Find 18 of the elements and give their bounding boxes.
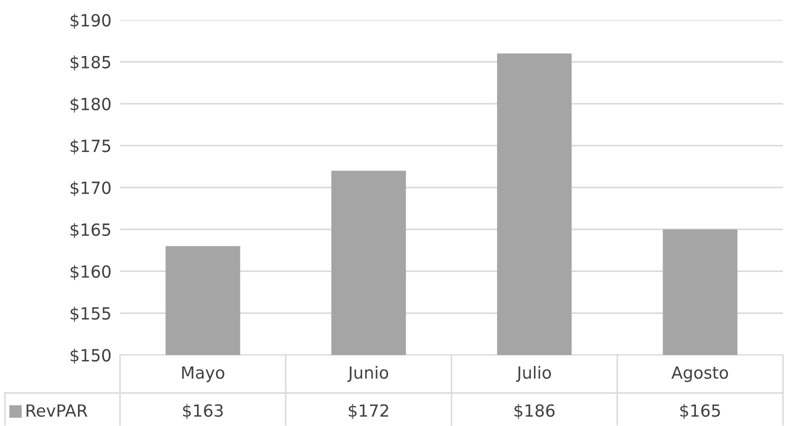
y-tick-label: $175	[70, 139, 110, 154]
x-tick-label: Julio	[516, 366, 551, 382]
data-label: $186	[514, 404, 555, 420]
legend-label: RevPAR	[26, 404, 88, 417]
y-tick-label: $190	[70, 14, 111, 29]
x-tick-label: Agosto	[671, 366, 728, 382]
y-tick-label: $165	[70, 223, 110, 238]
data-label: $165	[680, 404, 720, 420]
x-tick-label: Mayo	[182, 366, 224, 382]
data-label: $172	[348, 404, 388, 420]
y-tick-label: $160	[70, 264, 111, 280]
y-tick-label: $170	[70, 181, 111, 196]
x-tick-label: Junio	[347, 366, 388, 382]
y-tick-label: $150	[70, 348, 111, 364]
data-label: $163	[183, 404, 223, 420]
y-tick-label: $180	[70, 97, 111, 113]
y-tick-label: $185	[70, 56, 110, 71]
y-tick-label: $155	[70, 306, 110, 322]
